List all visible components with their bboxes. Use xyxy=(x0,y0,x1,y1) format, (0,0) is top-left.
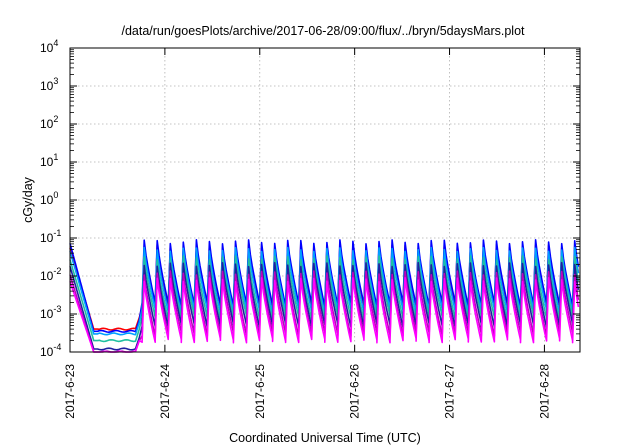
y-tick-exponent: -4 xyxy=(53,342,61,352)
y-tick-base: 10 xyxy=(40,269,54,283)
y-tick-label: 10-2 xyxy=(40,266,61,283)
y-tick-label: 102 xyxy=(40,114,58,131)
y-tick-exponent: 0 xyxy=(53,190,58,200)
y-tick-label: 100 xyxy=(40,190,58,207)
y-tick-label: 101 xyxy=(40,152,58,169)
series-line-5 xyxy=(69,261,580,351)
y-tick-exponent: 2 xyxy=(53,114,58,124)
y-tick-base: 10 xyxy=(40,41,54,55)
x-tick-label: 2017-6-27 xyxy=(443,364,457,419)
y-axis-label: cGy/day xyxy=(21,176,35,223)
x-tick-labels: 2017-6-23 2017-6-24 2017-6-25 2017-6-26 2017… xyxy=(63,364,551,419)
y-tick-base: 10 xyxy=(40,345,54,359)
y-tick-label: 10-4 xyxy=(40,342,61,359)
y-tick-exponent: -2 xyxy=(53,266,61,276)
y-tick-exponent: 4 xyxy=(53,38,58,48)
x-tick-label: 2017-6-23 xyxy=(63,364,77,419)
x-tick-label: 2017-6-25 xyxy=(253,364,267,419)
y-tick-base: 10 xyxy=(40,117,54,131)
series-line-3 xyxy=(69,246,580,336)
y-tick-base: 10 xyxy=(40,193,54,207)
y-tick-label: 103 xyxy=(40,76,58,93)
y-tick-label: 104 xyxy=(40,38,58,55)
y-tick-exponent: 1 xyxy=(53,152,58,162)
chart-title: /data/run/goesPlots/archive/2017-06-28/0… xyxy=(121,24,525,38)
series-line-7 xyxy=(69,277,580,353)
x-axis-label: Coordinated Universal Time (UTC) xyxy=(229,431,421,445)
y-tick-exponent: 3 xyxy=(53,76,58,86)
x-tick-label: 2017-6-26 xyxy=(348,364,362,419)
series-group xyxy=(69,239,580,353)
y-tick-exponent: -1 xyxy=(53,228,61,238)
series-line-4 xyxy=(69,255,580,343)
y-tick-base: 10 xyxy=(40,79,54,93)
y-tick-base: 10 xyxy=(40,231,54,245)
y-tick-exponent: -3 xyxy=(53,304,61,314)
y-tick-label: 10-3 xyxy=(40,304,61,321)
x-tick-label: 2017-6-24 xyxy=(158,364,172,419)
ticks xyxy=(69,47,580,353)
y-tick-base: 10 xyxy=(40,155,54,169)
y-tick-label: 10-1 xyxy=(40,228,61,245)
x-tick-label: 2017-6-28 xyxy=(537,364,551,419)
y-tick-base: 10 xyxy=(40,307,54,321)
series-line-2 xyxy=(69,239,580,333)
